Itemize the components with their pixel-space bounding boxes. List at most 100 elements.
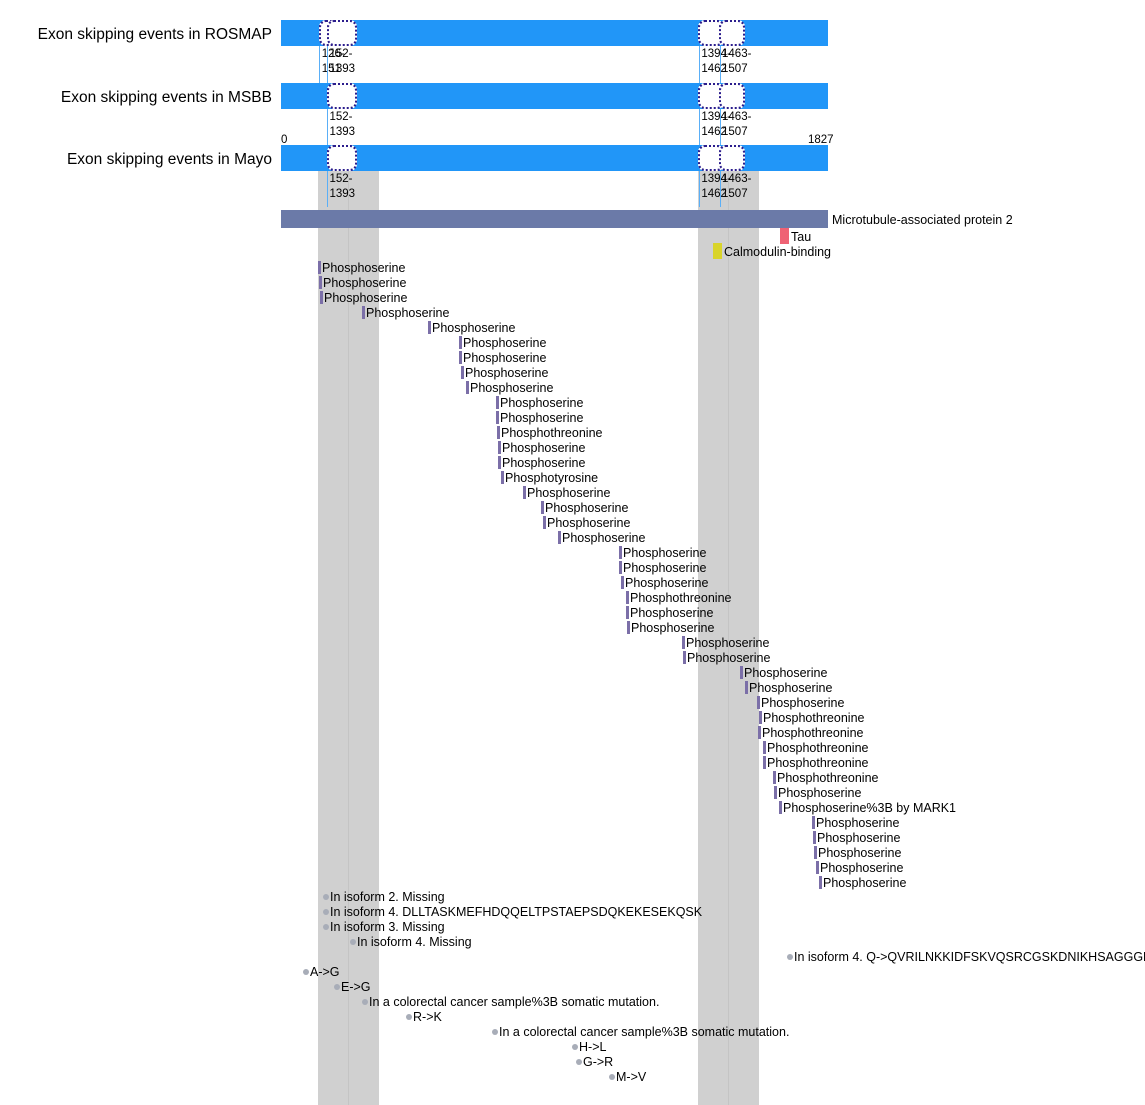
phosphosite-feature-row[interactable]: Phosphothreonine [626,591,731,605]
phosphosite-feature-row[interactable]: Phosphothreonine [497,426,602,440]
phosphosite-feature-row[interactable]: Phosphoserine [459,336,546,350]
phosphosite-marker-icon [461,366,464,379]
feature-label: In isoform 4. Missing [357,935,472,949]
phosphosite-feature-row[interactable]: Phosphoserine [496,396,583,410]
phosphosite-feature-row[interactable]: Phosphoserine [740,666,827,680]
phosphosite-feature-row[interactable]: Phosphoserine [558,531,645,545]
phosphosite-feature-row[interactable]: Phosphoserine [682,636,769,650]
variant-feature-row[interactable]: G->R [576,1056,613,1069]
phosphosite-marker-icon [428,321,431,334]
phosphosite-feature-row[interactable]: Phosphoserine [318,261,405,275]
exon-range-line1: 152- [329,173,353,185]
feature-label: Phosphoserine [502,441,586,455]
phosphosite-feature-row[interactable]: Phosphothreonine [763,741,868,755]
phosphosite-marker-icon [774,786,777,799]
phosphosite-feature-row[interactable]: Phosphoserine [812,816,899,830]
feature-label: M->V [616,1070,647,1084]
exon-track-bar[interactable] [281,145,828,171]
phosphosite-feature-row[interactable]: Phosphoserine [774,786,861,800]
phosphosite-feature-row[interactable]: Phosphoserine [814,846,901,860]
phosphosite-marker-icon [812,816,815,829]
exon-skip-box[interactable] [326,83,357,109]
feature-label: Phosphothreonine [767,741,869,755]
phosphosite-feature-row[interactable]: Phosphoserine [627,621,714,635]
exon-range-line1: 1394- [701,173,731,185]
phosphosite-feature-row[interactable]: Phosphoserine [320,291,407,305]
phosphosite-feature-row[interactable]: Phosphoserine [362,306,449,320]
phosphosite-feature-row[interactable]: Phosphoserine [813,831,900,845]
exon-skip-box[interactable] [719,20,746,46]
phosphosite-feature-row[interactable]: Phosphothreonine [758,726,863,740]
feature-label: Phosphoserine [687,651,771,665]
phosphosite-feature-row[interactable]: Phosphoserine [745,681,832,695]
exon-leader-line [719,109,721,151]
phosphosite-marker-icon [619,561,622,574]
phosphosite-feature-row[interactable]: Phosphoserine [498,441,585,455]
phosphosite-marker-icon [496,411,499,424]
phosphosite-feature-row[interactable]: Phosphoserine [498,456,585,470]
phosphosite-feature-row[interactable]: Phosphoserine [319,276,406,290]
exon-skip-box[interactable] [326,20,357,46]
variant-feature-row[interactable]: In isoform 2. Missing [323,891,445,904]
variant-feature-row[interactable]: R->K [406,1011,442,1024]
phosphosite-marker-icon [498,441,501,454]
feature-label: Phosphoserine [463,336,547,350]
variant-feature-row[interactable]: In isoform 3. Missing [323,921,445,934]
phosphosite-feature-row[interactable]: Phosphothreonine [763,756,868,770]
calmodulin-binding-domain-chip[interactable] [713,243,722,259]
phosphosite-feature-row[interactable]: Phosphoserine [461,366,548,380]
exon-skip-box[interactable] [719,83,746,109]
feature-label: Phosphoserine [324,291,408,305]
phosphosite-feature-row[interactable]: Phosphoserine [816,861,903,875]
phosphosite-feature-row[interactable]: Phosphoserine [523,486,610,500]
variant-feature-row[interactable]: E->G [334,981,371,994]
exon-range-line1: 1463- [722,173,752,185]
phosphosite-marker-icon [814,846,817,859]
feature-label: R->K [413,1010,442,1024]
feature-label: In isoform 4. DLLTASKMEFHDQQELTPSTAEPSDQ… [330,905,703,919]
exon-track-bar[interactable] [281,83,828,109]
exon-track-bar[interactable] [281,20,828,46]
feature-label: Phosphoserine [366,306,450,320]
phosphosite-feature-row[interactable]: Phosphoserine [496,411,583,425]
phosphosite-marker-icon [740,666,743,679]
phosphosite-feature-row[interactable]: Phosphoserine [621,576,708,590]
variant-feature-row[interactable]: In a colorectal cancer sample%3B somatic… [362,996,659,1009]
phosphosite-feature-row[interactable]: Phosphoserine [626,606,713,620]
exon-range-line1: 152- [329,111,353,123]
variant-feature-row[interactable]: A->G [303,966,340,979]
phosphosite-feature-row[interactable]: Phosphoserine [683,651,770,665]
phosphosite-feature-row[interactable]: Phosphoserine [428,321,515,335]
phosphosite-feature-row[interactable]: Phosphoserine [619,546,706,560]
tau-domain-chip[interactable] [780,228,789,244]
variant-feature-row[interactable]: In isoform 4. Missing [350,936,472,949]
highlight-band [698,170,728,1105]
phosphosite-feature-row[interactable]: Phosphotyrosine [501,471,598,485]
variant-feature-row[interactable]: In a colorectal cancer sample%3B somatic… [492,1026,789,1039]
exon-skip-box[interactable] [719,145,746,171]
feature-label: Phosphoserine [500,411,584,425]
phosphosite-feature-row[interactable]: Phosphoserine [459,351,546,365]
variant-feature-row[interactable]: In isoform 4. Q->QVRILNKKIDFSKVQSRCGSKDN… [787,951,1145,964]
phosphosite-feature-row[interactable]: Phosphoserine [757,696,844,710]
variant-marker-icon [323,894,329,900]
exon-range-line2: 1507 [722,125,748,138]
phosphosite-marker-icon [745,681,748,694]
phosphosite-feature-row[interactable]: Phosphoserine [466,381,553,395]
variant-feature-row[interactable]: In isoform 4. DLLTASKMEFHDQQELTPSTAEPSDQ… [323,906,702,919]
variant-feature-row[interactable]: M->V [609,1071,646,1084]
exon-range-caption: 152- 1393 [330,47,356,76]
variant-feature-row[interactable]: H->L [572,1041,606,1054]
phosphosite-feature-row[interactable]: Phosphoserine [541,501,628,515]
feature-label: Phosphoserine [562,531,646,545]
phosphosite-feature-row[interactable]: Phosphothreonine [759,711,864,725]
phosphosite-feature-row[interactable]: Phosphoserine [543,516,630,530]
protein-backbone-bar[interactable] [281,210,828,228]
exon-skip-box[interactable] [326,145,357,171]
track-label-0: Exon skipping events in ROSMAP [37,26,272,43]
phosphosite-feature-row[interactable]: Phosphoserine [619,561,706,575]
phosphosite-feature-row[interactable]: Phosphoserine [819,876,906,890]
phosphosite-feature-row[interactable]: Phosphoserine%3B by MARK1 [779,801,956,815]
phosphosite-feature-row[interactable]: Phosphothreonine [773,771,878,785]
exon-range-caption: 1394- 1462 [701,172,730,201]
